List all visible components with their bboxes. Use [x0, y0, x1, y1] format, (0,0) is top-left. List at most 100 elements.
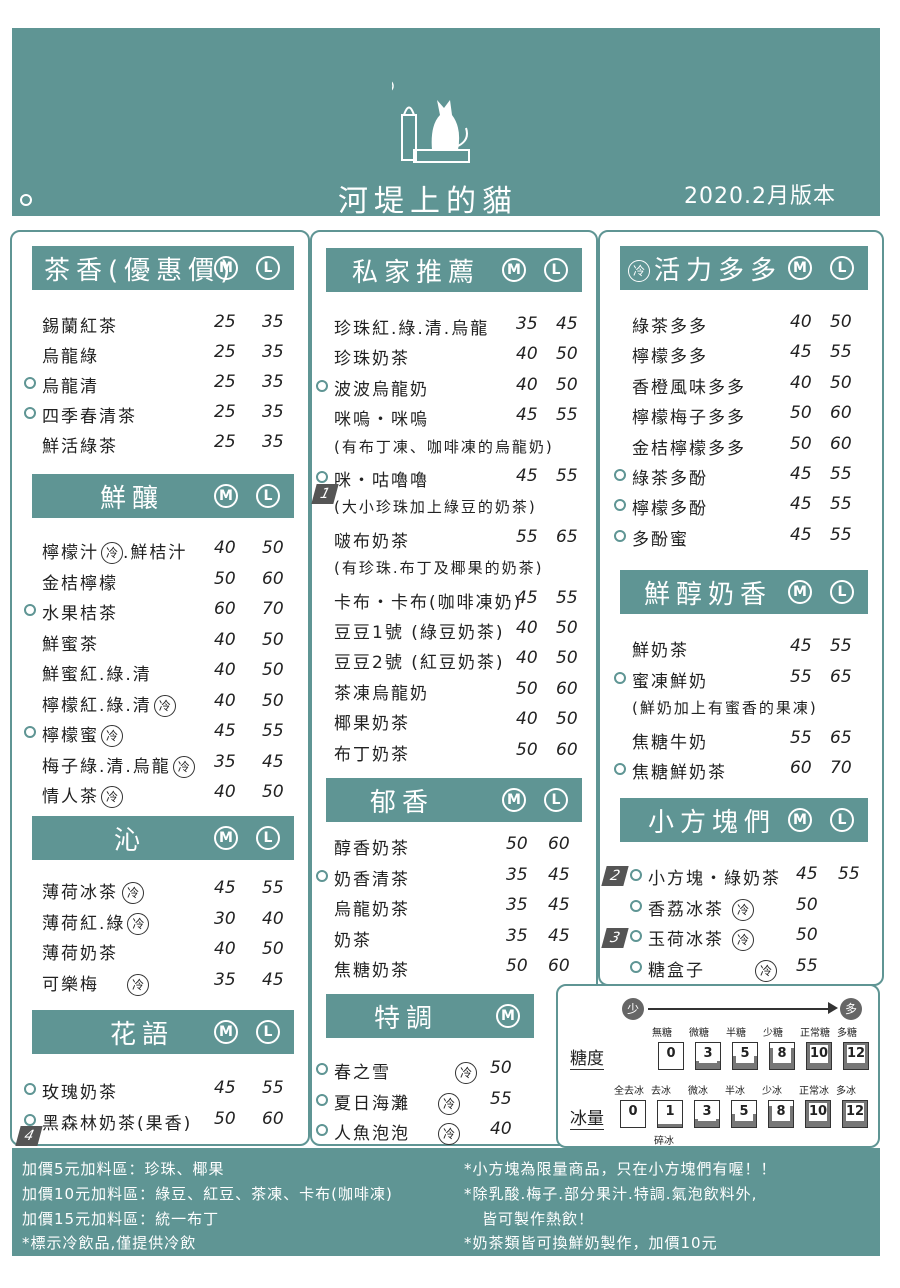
price-l: 50 — [262, 660, 284, 680]
price-l: 50 — [556, 618, 578, 638]
item-label: 烏龍綠 — [42, 347, 99, 367]
price-l: 55 — [830, 494, 852, 515]
item-label: 椰果奶茶 — [334, 714, 410, 735]
price-m: 25 — [214, 402, 236, 422]
item-label: 豆豆2號 (紅豆奶茶) — [334, 653, 505, 674]
recommend-dot-icon — [630, 899, 642, 912]
column-middle — [310, 230, 598, 1146]
price-l: 70 — [830, 758, 852, 778]
business-hours: [營業時間] AM 11:00 - PM 21:30 — [126, 221, 344, 237]
price-m: 50 — [506, 956, 528, 976]
level-number: 12 — [846, 1103, 865, 1121]
cup-icon: 3 — [695, 1042, 721, 1070]
footer-note-right: *奶茶類皆可換鮮奶製作，加價10元 — [464, 1234, 718, 1252]
item-label: 珍珠紅.綠.清.烏龍 — [334, 319, 490, 339]
level-name: 少糖 — [763, 1028, 783, 1039]
item-label: 鮮奶茶 — [632, 641, 689, 661]
cup-icon: 0 — [658, 1042, 684, 1070]
recommend-dot-icon — [316, 471, 328, 483]
level-number: 10 — [809, 1103, 828, 1121]
size-m-icon: M — [214, 256, 238, 280]
recommend-dot-icon — [316, 379, 328, 392]
menu-item-name: 金桔檸檬多多 — [632, 434, 746, 459]
item-label: 香荔冰茶 — [648, 899, 724, 920]
item-label: 醇香奶茶 — [334, 839, 410, 859]
menu-item-name: 咪・咕嚕嚕 — [334, 466, 429, 491]
item-label: 四季春清茶 — [42, 407, 137, 427]
price-m: 50 — [214, 568, 236, 589]
cup-icon: 10 — [805, 1100, 831, 1128]
price-l: 45 — [262, 969, 284, 990]
menu-item-name: 烏龍奶茶 — [334, 895, 410, 920]
price-m: 35 — [506, 895, 528, 915]
size-m-icon: M — [214, 484, 238, 508]
price-l: 55 — [830, 636, 852, 656]
price-m: 40 — [214, 782, 236, 802]
menu-item-name: 檸檬汁冷 .鮮桔汁 — [42, 538, 187, 564]
item-label: 小方塊・綠奶茶 — [648, 869, 781, 889]
level-number: 0 — [624, 1103, 642, 1121]
phone-number: [TEL] 03-5244189 — [370, 221, 496, 237]
size-l-icon: L — [544, 258, 568, 282]
item-label: 多酚蜜 — [632, 529, 689, 550]
price-m: 50 — [796, 894, 818, 915]
recommend-legend: 為推薦飲品 — [30, 221, 100, 237]
item-description: (有珍珠.布丁及椰果的奶茶) — [334, 557, 543, 578]
price-l: 55 — [262, 1078, 284, 1098]
price-m: 45 — [516, 587, 538, 608]
cold-only-icon: 冷 — [732, 898, 754, 921]
cup-fill — [658, 1124, 682, 1127]
price-l: 50 — [262, 629, 284, 650]
price-l: 55 — [556, 587, 578, 608]
size-l-icon: L — [256, 484, 280, 508]
item-label: 奶香清茶 — [334, 869, 410, 890]
menu-item-name: 檸檬紅.綠.清冷 — [42, 691, 176, 717]
price-m: 45 — [790, 636, 812, 656]
size-l-icon: L — [256, 256, 280, 280]
item-label: 布丁奶茶 — [334, 744, 410, 765]
header-banner: 河堤上的貓 2020.2月版本 為推薦飲品 [營業時間] AM 11:00 - … — [12, 28, 880, 237]
cup-icon: 8 — [768, 1100, 794, 1128]
section-title: 鮮釀 — [100, 483, 165, 514]
cold-only-icon: 冷 — [628, 260, 650, 282]
arrow-head-icon — [828, 1002, 838, 1014]
cup-icon: 10 — [806, 1042, 832, 1070]
price-l: 55 — [830, 464, 852, 484]
price-l: 35 — [262, 312, 284, 332]
recommend-dot-icon — [24, 726, 36, 738]
size-m-icon: M — [788, 256, 812, 280]
item-label: 檸檬汁 — [42, 543, 99, 563]
price-l: 55 — [262, 878, 284, 898]
menu-item-name: 茶凍烏龍奶 — [334, 679, 429, 704]
item-label: 檸檬紅.綠.清 — [42, 695, 152, 716]
price-m: 25 — [214, 372, 236, 392]
price-m: 60 — [214, 599, 236, 619]
price-m: 30 — [214, 908, 236, 929]
price-m: 45 — [790, 494, 812, 515]
recommend-dot-icon — [614, 469, 626, 481]
menu-item-name: 豆豆1號 (綠豆奶茶) — [334, 618, 504, 643]
cup-icon: 0 — [620, 1100, 646, 1128]
section-title: 特調 — [374, 1003, 439, 1034]
size-m-icon: M — [788, 580, 812, 604]
recommend-dot-icon — [24, 604, 36, 616]
menu-item-name: 卡布・卡布(咖啡凍奶) — [334, 588, 522, 613]
price-m: 40 — [790, 312, 812, 332]
price-l: 60 — [830, 403, 852, 424]
price-l: 50 — [830, 312, 852, 332]
size-l-icon: L — [544, 788, 568, 812]
level-number: 3 — [698, 1103, 716, 1121]
menu-item-name: 金桔檸檬 — [42, 569, 118, 594]
price-l: 45 — [262, 751, 284, 772]
item-description: (鮮奶加上有蜜香的果凍) — [632, 697, 818, 718]
item-label: 綠茶多多 — [632, 317, 708, 337]
price-l: 50 — [262, 690, 284, 711]
price-m: 45 — [516, 405, 538, 426]
section-title: 沁 — [114, 825, 147, 856]
recommend-dot-icon — [614, 499, 626, 512]
recommend-dot-icon — [24, 377, 36, 389]
arrow-start-label: 少 — [622, 998, 644, 1020]
price-l: 65 — [556, 526, 578, 547]
menu-item-name: 鮮活綠茶 — [42, 432, 118, 457]
price-m: 45 — [214, 721, 236, 741]
